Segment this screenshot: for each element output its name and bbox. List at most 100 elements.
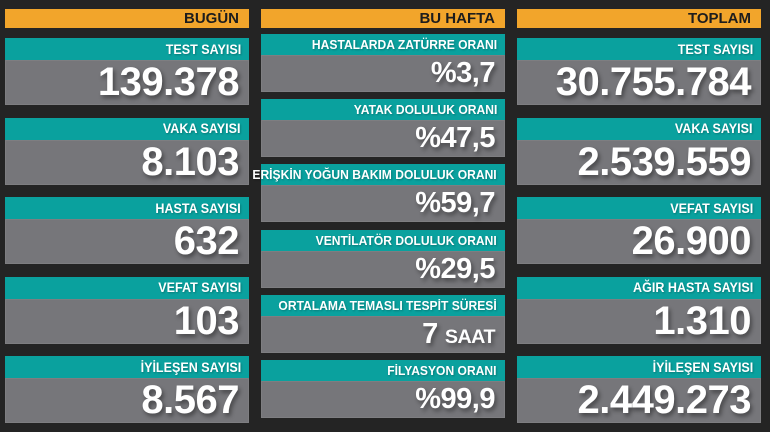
stat-value-group: 26.900 bbox=[631, 219, 752, 264]
stat-card: AĞIR HASTA SAYISI 1.310 bbox=[517, 276, 761, 344]
stat-label: VEFAT SAYISI bbox=[157, 280, 241, 295]
stat-card: VENTİLATÖR DOLULUK ORANI %29,5 bbox=[261, 229, 505, 288]
stat-value-group: 2.449.273 bbox=[577, 378, 752, 423]
stat-value-group: 30.755.784 bbox=[555, 60, 752, 105]
stat-value: %59,7 bbox=[415, 187, 495, 220]
stat-label-bar: YATAK DOLULUK ORANI bbox=[261, 99, 505, 121]
stat-label: İYİLEŞEN SAYISI bbox=[140, 359, 241, 375]
stat-card: TEST SAYISI 30.755.784 bbox=[517, 38, 761, 105]
stat-value: 632 bbox=[173, 219, 240, 263]
card-list-bu-hafta: HASTALARDA ZATÜRRE ORANI %3,7 YATAK DOLULU… bbox=[253, 34, 505, 418]
stat-label-bar: ORTALAMA TEMASLI TESPİT SÜRESİ bbox=[261, 294, 505, 316]
stat-value-group: %3,7 bbox=[430, 57, 496, 90]
stat-value-group: 7 SAAT bbox=[422, 318, 495, 351]
stat-value-bar: %3,7 bbox=[261, 55, 505, 92]
stat-label: ERİŞKİN YOĞUN BAKIM DOLULUK ORANI bbox=[252, 167, 497, 183]
stat-value-group: 103 bbox=[173, 298, 240, 344]
stat-value-bar: %59,7 bbox=[261, 185, 505, 223]
stat-value: %99,9 bbox=[415, 382, 495, 415]
stat-value: 139.378 bbox=[97, 60, 240, 104]
stat-label: VAKA SAYISI bbox=[675, 121, 753, 136]
column-toplam: TOPLAM TEST SAYISI 30.755.784 VAKA SAYISI 2… bbox=[517, 9, 761, 423]
stat-value: 8.103 bbox=[141, 139, 239, 184]
stat-label: ORTALAMA TEMASLI TESPİT SÜRESİ bbox=[278, 297, 497, 313]
stat-label: YATAK DOLULUK ORANI bbox=[353, 102, 497, 118]
stat-card: İYİLEŞEN SAYISI 2.449.273 bbox=[517, 356, 761, 423]
stat-card: ORTALAMA TEMASLI TESPİT SÜRESİ 7 SAAT bbox=[261, 294, 505, 353]
column-header-label: BU HAFTA bbox=[419, 10, 495, 27]
stat-value-group: 1.310 bbox=[653, 299, 751, 344]
card-list-bugun: TEST SAYISI 139.378 VAKA SAYISI 8.103 HASTA … bbox=[5, 38, 249, 423]
stat-label-bar: HASTALARDA ZATÜRRE ORANI bbox=[261, 34, 505, 55]
stat-card: VAKA SAYISI 8.103 bbox=[5, 117, 249, 185]
stat-label: TEST SAYISI bbox=[165, 41, 241, 57]
stat-label-bar: İYİLEŞEN SAYISI bbox=[517, 356, 761, 378]
stat-label-bar: VEFAT SAYISI bbox=[517, 197, 761, 219]
column-header-bu-hafta: BU HAFTA bbox=[261, 9, 505, 28]
stat-card: FİLYASYON ORANI %99,9 bbox=[261, 359, 505, 418]
stat-value-bar: %47,5 bbox=[261, 120, 505, 158]
stat-card: VEFAT SAYISI 103 bbox=[5, 276, 249, 344]
stat-value-group: %99,9 bbox=[415, 383, 495, 416]
stat-value: 1.310 bbox=[653, 298, 751, 343]
stat-value-group: %29,5 bbox=[415, 253, 495, 286]
stat-label-bar: VENTİLATÖR DOLULUK ORANI bbox=[261, 229, 505, 251]
stat-value: 103 bbox=[173, 298, 240, 343]
stat-value: 26.900 bbox=[631, 219, 752, 263]
stat-value-group: 8.567 bbox=[141, 378, 239, 423]
stat-value-bar: 8.103 bbox=[5, 139, 249, 185]
stat-value: 7 bbox=[422, 317, 438, 350]
stat-value-bar: 8.567 bbox=[5, 378, 249, 423]
column-bu-hafta: BU HAFTA HASTALARDA ZATÜRRE ORANI %3,7 YAT… bbox=[253, 9, 505, 423]
stat-value: 30.755.784 bbox=[555, 60, 752, 104]
column-header-toplam: TOPLAM bbox=[517, 9, 761, 28]
stat-label: FİLYASYON ORANI bbox=[387, 362, 497, 378]
stat-value-group: 632 bbox=[173, 219, 240, 264]
stat-label: VAKA SAYISI bbox=[163, 121, 241, 136]
stat-value-group: 2.539.559 bbox=[578, 140, 752, 185]
stat-value-unit: SAAT bbox=[444, 325, 496, 348]
stat-value-bar: 103 bbox=[5, 298, 249, 344]
stat-value: %29,5 bbox=[415, 252, 495, 285]
stat-value: %47,5 bbox=[415, 122, 495, 155]
stat-card: VAKA SAYISI 2.539.559 bbox=[517, 117, 761, 185]
stat-label-bar: VAKA SAYISI bbox=[5, 117, 249, 140]
column-header-label: TOPLAM bbox=[687, 10, 751, 27]
stat-label-bar: HASTA SAYISI bbox=[5, 197, 249, 219]
stat-label: VEFAT SAYISI bbox=[669, 200, 753, 216]
stat-value-group: %59,7 bbox=[415, 187, 495, 220]
stat-value-group: 139.378 bbox=[97, 60, 240, 105]
stat-value: 2.449.273 bbox=[577, 378, 752, 422]
stat-card: HASTALARDA ZATÜRRE ORANI %3,7 bbox=[261, 34, 505, 92]
stat-label-bar: VEFAT SAYISI bbox=[5, 276, 249, 299]
stat-label: VENTİLATÖR DOLULUK ORANI bbox=[315, 232, 497, 248]
stat-card: TEST SAYISI 139.378 bbox=[5, 38, 249, 105]
stat-value-group: 8.103 bbox=[141, 140, 239, 185]
stat-card: VEFAT SAYISI 26.900 bbox=[517, 197, 761, 264]
stat-label: HASTA SAYISI bbox=[155, 200, 241, 216]
column-header-bugun: BUGÜN bbox=[5, 9, 249, 28]
stat-value-bar: 139.378 bbox=[5, 60, 249, 105]
stat-value-bar: %99,9 bbox=[261, 380, 505, 418]
stat-value-bar: 1.310 bbox=[517, 298, 761, 344]
stat-label: TEST SAYISI bbox=[677, 41, 753, 57]
stat-value-bar: 2.449.273 bbox=[517, 378, 761, 423]
stat-label-bar: TEST SAYISI bbox=[517, 38, 761, 60]
stat-value: %3,7 bbox=[430, 57, 496, 89]
stat-label-bar: ERİŞKİN YOĞUN BAKIM DOLULUK ORANI bbox=[253, 164, 505, 186]
stat-card: ERİŞKİN YOĞUN BAKIM DOLULUK ORANI %59,7 bbox=[253, 164, 505, 223]
stat-value-bar: %29,5 bbox=[261, 250, 505, 288]
stat-value-bar: 26.900 bbox=[517, 219, 761, 264]
stat-value-group: %47,5 bbox=[415, 122, 495, 155]
column-bugun: BUGÜN TEST SAYISI 139.378 VAKA SAYISI 8.103… bbox=[5, 9, 249, 423]
stat-label-bar: TEST SAYISI bbox=[5, 38, 249, 60]
stat-label: AĞIR HASTA SAYISI bbox=[632, 280, 753, 295]
stat-value-bar: 2.539.559 bbox=[517, 139, 761, 185]
stat-label-bar: FİLYASYON ORANI bbox=[261, 359, 505, 381]
stat-label: HASTALARDA ZATÜRRE ORANI bbox=[311, 37, 497, 52]
stat-label-bar: AĞIR HASTA SAYISI bbox=[517, 276, 761, 299]
column-header-label: BUGÜN bbox=[184, 10, 239, 27]
card-list-toplam: TEST SAYISI 30.755.784 VAKA SAYISI 2.539.55… bbox=[517, 38, 761, 423]
stat-label: İYİLEŞEN SAYISI bbox=[652, 359, 753, 375]
